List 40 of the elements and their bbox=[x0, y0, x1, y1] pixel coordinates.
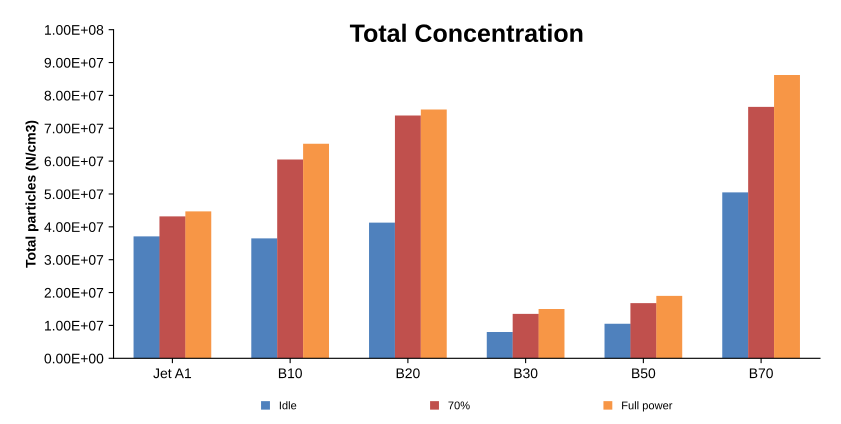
y-tick-label: 1.00E+08 bbox=[45, 25, 104, 35]
bar bbox=[630, 303, 656, 358]
bar bbox=[134, 236, 160, 358]
x-tick-label: B10 bbox=[278, 368, 302, 378]
x-tick-label: Jet A1 bbox=[153, 368, 192, 378]
bar bbox=[251, 238, 278, 358]
y-axis-title: Total particles (N/cm3) bbox=[25, 120, 38, 268]
bar bbox=[303, 144, 329, 358]
bar bbox=[185, 211, 212, 358]
y-tick-label: 8.00E+07 bbox=[44, 90, 104, 101]
bar bbox=[394, 115, 421, 358]
bar bbox=[369, 222, 395, 358]
bar bbox=[486, 332, 513, 358]
y-tick-label: 5.00E+07 bbox=[44, 189, 104, 200]
y-tick-label: 6.00E+07 bbox=[44, 156, 104, 166]
bar bbox=[512, 314, 539, 358]
bar bbox=[538, 308, 564, 358]
bar bbox=[656, 296, 682, 358]
x-tick-label: B50 bbox=[632, 368, 656, 378]
y-tick-label: 4.00E+07 bbox=[44, 222, 104, 232]
bar bbox=[748, 106, 774, 358]
y-tick-label: 2.00E+07 bbox=[44, 288, 104, 298]
bar bbox=[420, 110, 447, 358]
y-tick-label: 7.00E+07 bbox=[44, 124, 104, 134]
y-tick-label: 9.00E+07 bbox=[44, 58, 104, 68]
bar bbox=[774, 75, 800, 358]
y-tick-label: 1.00E+07 bbox=[45, 320, 104, 331]
legend-label: 70% bbox=[448, 401, 470, 410]
bar bbox=[722, 192, 748, 358]
x-tick-label: B70 bbox=[750, 368, 773, 378]
x-tick-label: B30 bbox=[514, 368, 538, 378]
x-tick-label: B20 bbox=[396, 368, 420, 378]
y-tick-label: 3.00E+07 bbox=[44, 255, 104, 265]
legend-label: Full power bbox=[622, 401, 672, 412]
legend-label: Idle bbox=[280, 401, 296, 410]
bar bbox=[277, 159, 304, 358]
bar bbox=[159, 216, 186, 358]
bar bbox=[604, 324, 630, 358]
y-tick-label: 0.00E+00 bbox=[44, 354, 104, 364]
chart-title: Total Concentration bbox=[350, 24, 582, 42]
